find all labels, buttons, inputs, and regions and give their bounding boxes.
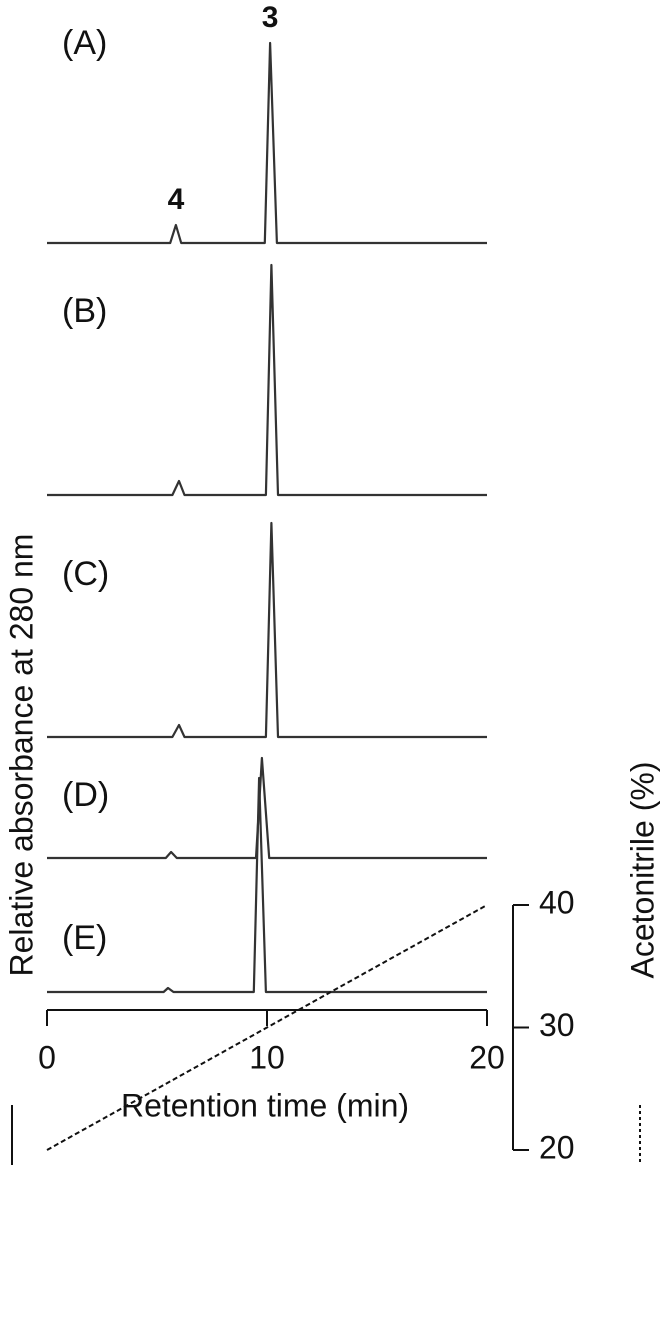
y2-tick-label: 30 <box>539 1007 575 1043</box>
x-tick-label: 10 <box>249 1039 285 1075</box>
x-axis-label: Retention time (min) <box>121 1087 409 1123</box>
y-axis-label: Relative absorbance at 280 nm <box>3 534 39 977</box>
panel-label: (A) <box>62 24 107 62</box>
y2-axis-label: Acetonitrile (%) <box>624 762 660 979</box>
gradient-line <box>46 904 488 1151</box>
peak-label: 3 <box>262 1 279 34</box>
panel-label: (E) <box>62 919 107 957</box>
panel-label: (B) <box>62 292 107 330</box>
panel-label: (C) <box>62 555 109 593</box>
trace <box>47 776 487 994</box>
trace <box>47 263 487 497</box>
x-tick-label: 0 <box>38 1039 56 1075</box>
panel-label: (D) <box>62 776 109 814</box>
y2-tick-label: 40 <box>539 884 575 920</box>
trace <box>47 41 487 245</box>
x-tick-label: 20 <box>469 1039 505 1075</box>
y2-tick-label: 20 <box>539 1129 575 1165</box>
peak-label: 4 <box>168 183 185 216</box>
trace <box>47 756 487 860</box>
trace <box>47 521 487 739</box>
